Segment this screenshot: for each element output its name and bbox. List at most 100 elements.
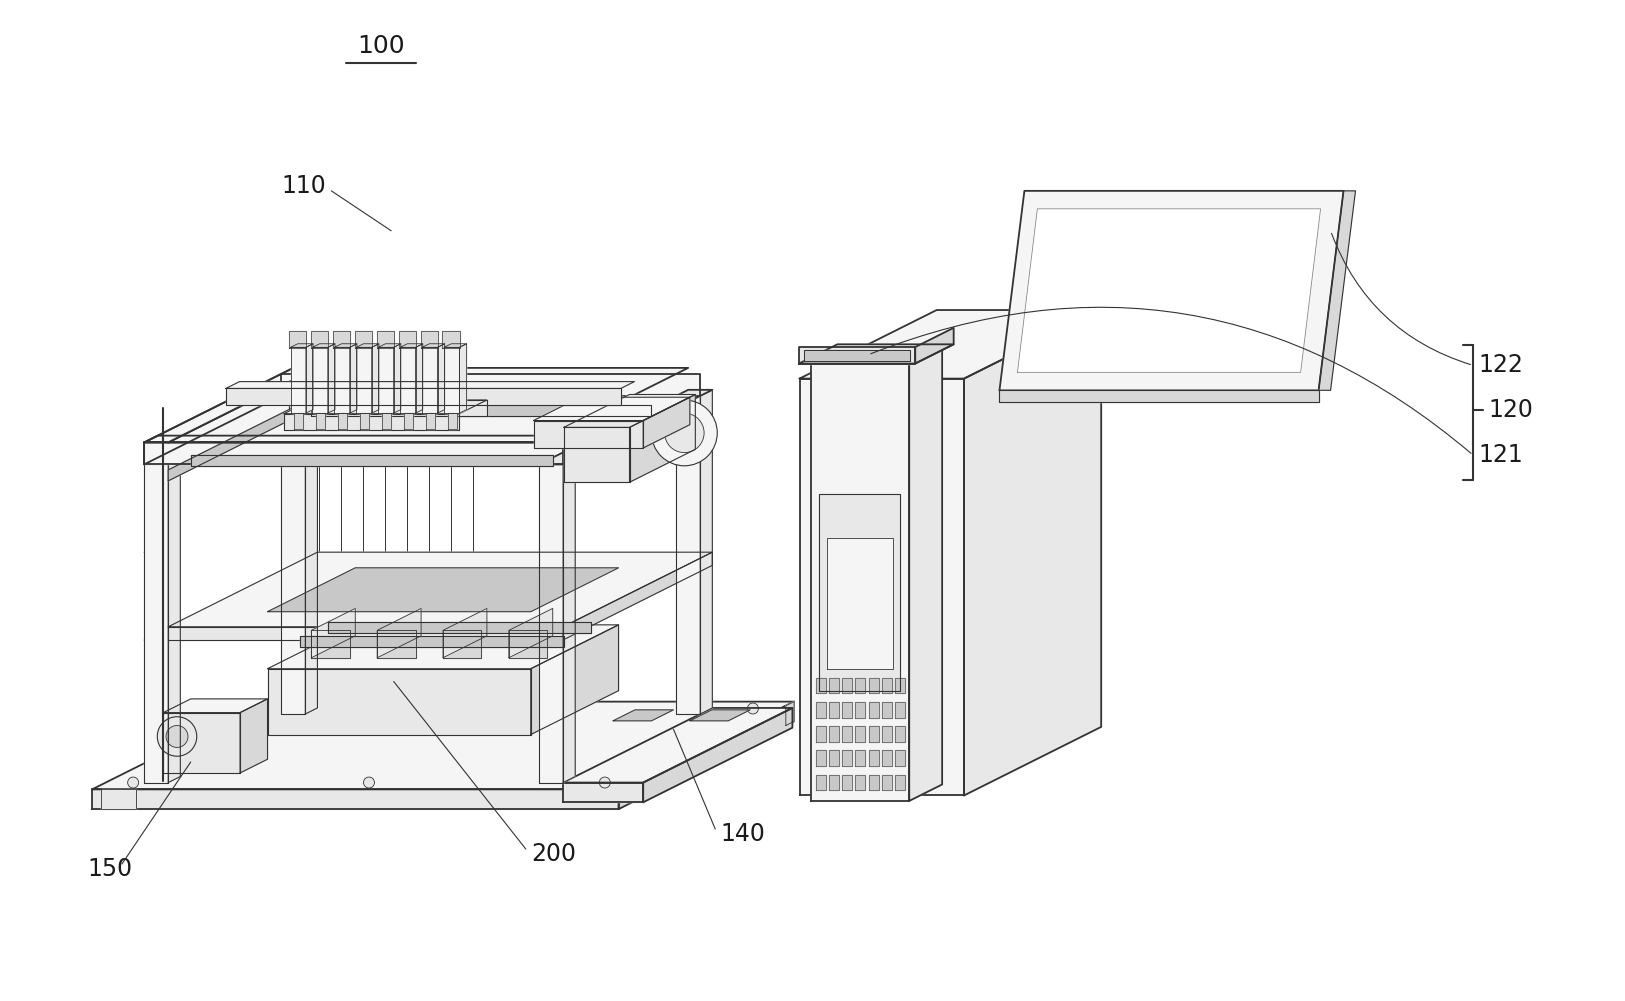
Polygon shape (800, 347, 915, 363)
Polygon shape (869, 702, 879, 718)
Polygon shape (676, 389, 712, 395)
Polygon shape (827, 538, 892, 670)
Polygon shape (1017, 209, 1321, 372)
Polygon shape (226, 388, 621, 405)
Polygon shape (842, 775, 852, 790)
Polygon shape (169, 395, 317, 480)
Polygon shape (294, 412, 304, 429)
Polygon shape (816, 702, 826, 718)
Polygon shape (829, 775, 838, 790)
Polygon shape (816, 775, 826, 790)
Polygon shape (564, 783, 644, 802)
Polygon shape (444, 609, 488, 658)
Polygon shape (361, 412, 369, 429)
Polygon shape (169, 368, 689, 442)
Circle shape (512, 703, 523, 714)
Polygon shape (422, 347, 437, 413)
Polygon shape (449, 412, 457, 429)
Polygon shape (869, 751, 879, 766)
Polygon shape (338, 412, 348, 429)
Text: 121: 121 (1479, 443, 1523, 467)
Polygon shape (169, 458, 180, 783)
Polygon shape (882, 751, 892, 766)
Polygon shape (312, 400, 488, 416)
Polygon shape (268, 568, 619, 612)
Polygon shape (422, 343, 445, 347)
Circle shape (166, 726, 189, 748)
Polygon shape (804, 350, 910, 361)
Polygon shape (882, 678, 892, 694)
Text: 140: 140 (720, 822, 765, 846)
Polygon shape (291, 343, 314, 347)
Polygon shape (145, 464, 169, 783)
Polygon shape (145, 368, 317, 442)
Polygon shape (540, 458, 575, 464)
Polygon shape (289, 331, 307, 347)
Polygon shape (869, 727, 879, 742)
Polygon shape (93, 790, 619, 809)
Polygon shape (145, 442, 564, 464)
Polygon shape (964, 310, 1102, 796)
Polygon shape (379, 343, 401, 347)
Polygon shape (377, 609, 421, 658)
Polygon shape (169, 627, 564, 640)
Polygon shape (564, 394, 696, 427)
Polygon shape (291, 347, 306, 413)
Polygon shape (281, 374, 700, 395)
Text: 150: 150 (88, 857, 132, 881)
Polygon shape (333, 331, 351, 347)
Polygon shape (416, 343, 422, 413)
Polygon shape (816, 678, 826, 694)
Polygon shape (533, 397, 691, 420)
Polygon shape (533, 420, 644, 448)
Polygon shape (312, 347, 328, 413)
Polygon shape (829, 751, 838, 766)
Polygon shape (190, 454, 552, 465)
Polygon shape (869, 775, 879, 790)
Polygon shape (328, 343, 335, 413)
Polygon shape (145, 435, 577, 442)
Polygon shape (619, 702, 795, 809)
Polygon shape (93, 702, 795, 790)
Polygon shape (312, 343, 335, 347)
Polygon shape (444, 347, 460, 413)
Polygon shape (564, 427, 629, 482)
Polygon shape (284, 400, 488, 413)
Polygon shape (426, 412, 436, 429)
Polygon shape (354, 331, 372, 347)
Polygon shape (169, 553, 712, 627)
Polygon shape (268, 625, 619, 669)
Polygon shape (377, 631, 416, 658)
Polygon shape (540, 464, 564, 783)
Polygon shape (531, 625, 619, 735)
Polygon shape (306, 389, 317, 714)
Text: 100: 100 (358, 34, 405, 58)
Polygon shape (855, 678, 866, 694)
Polygon shape (691, 710, 751, 721)
Polygon shape (800, 378, 964, 796)
Polygon shape (915, 328, 954, 363)
Polygon shape (349, 343, 358, 413)
Polygon shape (829, 702, 838, 718)
Polygon shape (564, 553, 712, 640)
Circle shape (158, 717, 197, 756)
Polygon shape (421, 331, 439, 347)
Polygon shape (842, 751, 852, 766)
Circle shape (128, 777, 138, 788)
Polygon shape (613, 710, 673, 721)
Polygon shape (855, 751, 866, 766)
Polygon shape (284, 413, 460, 430)
Polygon shape (882, 775, 892, 790)
Polygon shape (101, 790, 136, 809)
Polygon shape (437, 343, 445, 413)
Text: 120: 120 (1488, 398, 1532, 422)
Polygon shape (335, 347, 349, 413)
Polygon shape (816, 751, 826, 766)
FancyArrowPatch shape (871, 307, 1471, 453)
Polygon shape (382, 412, 392, 429)
Circle shape (364, 777, 374, 788)
Polygon shape (842, 702, 852, 718)
Polygon shape (509, 609, 552, 658)
Polygon shape (644, 397, 691, 448)
Polygon shape (162, 713, 240, 773)
